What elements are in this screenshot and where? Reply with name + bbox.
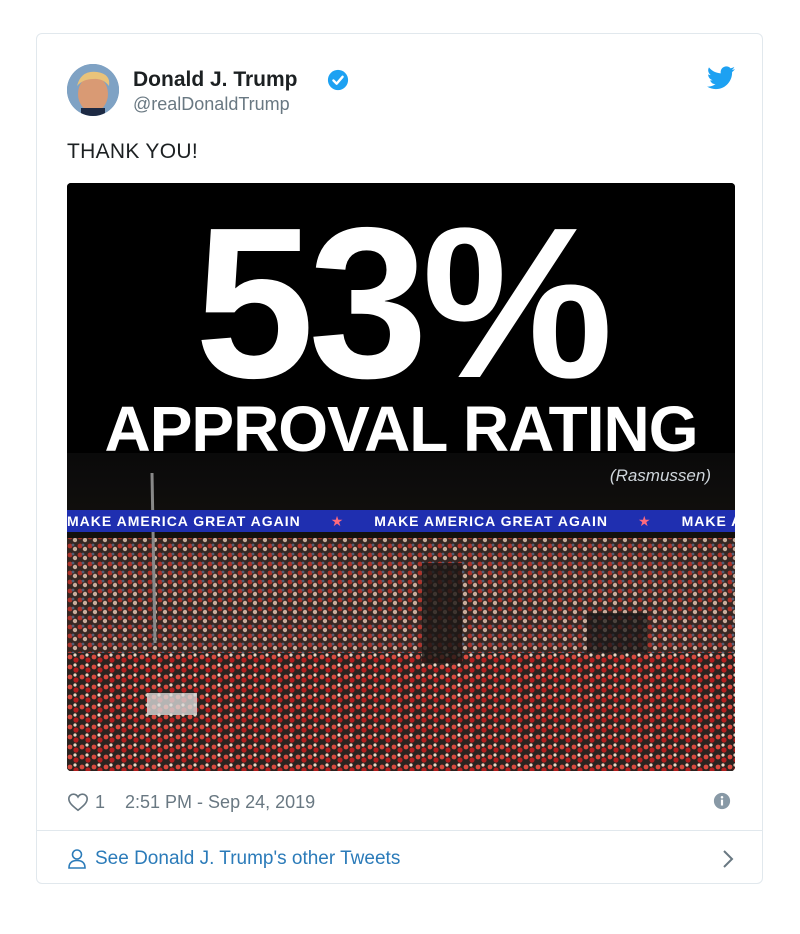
headline-text: APPROVAL RATING xyxy=(104,393,698,465)
info-icon[interactable] xyxy=(713,792,731,810)
headline-number: 53% xyxy=(194,183,613,423)
banner-text-2: MAKE AMERICA GREAT AGAIN xyxy=(374,513,609,529)
person-icon xyxy=(68,849,86,869)
like-count[interactable]: 1 xyxy=(95,791,106,812)
author-display-name[interactable]: Donald J. Trump xyxy=(133,68,298,91)
divider xyxy=(37,830,762,831)
arena-banner: MAKE AMERICA GREAT AGAIN ★ MAKE AMERICA GR… xyxy=(67,510,735,532)
author-handle[interactable]: @realDonaldTrump xyxy=(133,94,290,114)
banner-text-3: MAKE AMERICA GREAT AGAIN xyxy=(681,513,735,529)
tweet-footer: 1 2:51 PM - Sep 24, 2019 xyxy=(67,789,315,815)
see-more-tweets-link[interactable]: See Donald J. Trump's other Tweets xyxy=(67,844,735,874)
twitter-bird-icon[interactable] xyxy=(707,66,735,90)
chevron-right-icon[interactable] xyxy=(721,848,735,870)
banner-text-1: MAKE AMERICA GREAT AGAIN xyxy=(67,513,301,529)
verified-badge-icon xyxy=(327,69,349,91)
avatar[interactable] xyxy=(67,64,119,116)
tweet-text: THANK YOU! xyxy=(67,140,198,163)
source-credit: (Rasmussen) xyxy=(609,466,711,485)
heart-icon[interactable] xyxy=(67,791,89,813)
see-more-tweets-label[interactable]: See Donald J. Trump's other Tweets xyxy=(95,848,401,869)
tweet-timestamp[interactable]: 2:51 PM - Sep 24, 2019 xyxy=(125,791,316,812)
tweet-card: Donald J. Trump @realDonaldTrump THANK Y… xyxy=(36,33,763,884)
crowd-photo xyxy=(67,183,735,771)
tweet-media-image[interactable]: 53% APPROVAL RATING (Rasmussen) MAKE AME… xyxy=(67,183,735,771)
